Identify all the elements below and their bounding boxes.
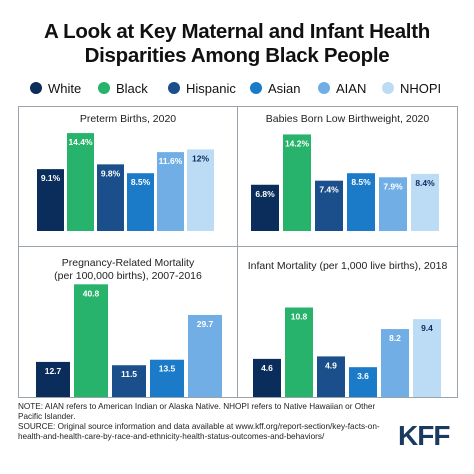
legend-label-asian: Asian (268, 80, 301, 96)
chart-preterm-births: 9.1% 14.4% 9.8% 8.5% 11.6% 12% (37, 133, 214, 231)
panel-infant-mortality: Infant Mortality (per 1,000 live births)… (238, 247, 457, 397)
chart-title: A Look at Key Maternal and Infant Health… (0, 20, 474, 68)
data-label-infant-mortality-asian: 3.6 (357, 371, 369, 381)
bar-preterm-births-nhopi (187, 149, 214, 231)
bar-infant-mortality-asian (349, 367, 377, 397)
bar-low-birthweight-hispanic (315, 180, 343, 231)
legend-label-black: Black (116, 80, 148, 96)
bar-pregnancy-mortality-hispanic (112, 365, 146, 397)
bar-low-birthweight-aian (379, 177, 407, 231)
legend-swatch-asian (250, 82, 262, 94)
data-label-pregnancy-mortality-black: 40.8 (83, 288, 100, 298)
bar-infant-mortality-aian (381, 329, 409, 397)
bar-infant-mortality-black (285, 307, 313, 397)
data-label-low-birthweight-hispanic: 7.4% (319, 185, 339, 195)
legend-item-white: White (30, 79, 81, 97)
bar-pregnancy-mortality-black (74, 284, 108, 397)
data-label-low-birthweight-black: 14.2% (285, 138, 310, 148)
data-label-infant-mortality-white: 4.6 (261, 363, 273, 373)
panel-title-pregnancy-mortality-line-1: Pregnancy-Related Mortality (61, 257, 195, 269)
panel-title-low-birthweight: Babies Born Low Birthweight, 2020 (265, 113, 430, 125)
legend-item-asian: Asian (250, 79, 301, 97)
data-label-infant-mortality-aian: 8.2 (389, 333, 401, 343)
panel-title-pregnancy-mortality: Pregnancy-Related Mortality (per 100,000… (19, 257, 237, 283)
data-label-preterm-births-black: 14.4% (68, 137, 93, 147)
panel-low-birthweight: Babies Born Low Birthweight, 2020 6.8% 14… (238, 107, 457, 246)
bar-low-birthweight-white (251, 184, 279, 231)
data-label-preterm-births-hispanic: 9.8% (101, 168, 121, 178)
chart-infant-mortality: 4.6 10.8 4.9 3.6 8.2 9.4 (253, 307, 441, 397)
legend-swatch-nhopi (382, 82, 394, 94)
bar-low-birthweight-black (283, 134, 311, 231)
bar-pregnancy-mortality-aian (188, 314, 222, 397)
bar-infant-mortality-hispanic (317, 356, 345, 397)
panel-preterm-births: Preterm Births, 2020 9.1% 14.4% 9.8% 8.5% 11… (19, 107, 237, 246)
bar-infant-mortality-white (253, 358, 281, 397)
legend-label-aian: AIAN (336, 80, 367, 96)
chart-title-line-2: Disparities Among Black People (84, 44, 390, 67)
data-label-preterm-births-white: 9.1% (41, 173, 61, 183)
legend-swatch-white (30, 82, 42, 94)
kff-logo: KFF (398, 420, 450, 451)
bar-low-birthweight-asian (347, 173, 375, 231)
chart-title-line-1: A Look at Key Maternal and Infant Health (44, 20, 430, 43)
data-label-preterm-births-asian: 8.5% (131, 177, 151, 187)
bar-preterm-births-black (67, 133, 94, 231)
data-label-pregnancy-mortality-white: 12.7 (45, 366, 62, 376)
data-label-pregnancy-mortality-hispanic: 11.5 (121, 369, 137, 379)
legend-item-nhopi: NHOPI (382, 79, 441, 97)
panel-divider-horizontal (18, 246, 458, 247)
bar-preterm-births-hispanic (97, 164, 124, 231)
data-label-low-birthweight-asian: 8.5% (351, 177, 371, 187)
footer-notes: NOTE: AIAN refers to American Indian or … (18, 402, 390, 442)
data-label-preterm-births-aian: 11.6% (159, 156, 183, 166)
panel-title-pregnancy-mortality-line-2: (per 100,000 births), 2007-2016 (54, 270, 202, 282)
bar-preterm-births-asian (127, 173, 154, 231)
bar-preterm-births-white (37, 169, 64, 231)
legend-item-black: Black (98, 79, 148, 97)
bar-pregnancy-mortality-asian (150, 359, 184, 397)
footer-note: NOTE: AIAN refers to American Indian or … (18, 402, 376, 421)
panel-divider-vertical (237, 106, 238, 398)
legend-swatch-hispanic (168, 82, 180, 94)
legend-label-nhopi: NHOPI (400, 80, 442, 96)
data-label-low-birthweight-white: 6.8% (255, 189, 275, 199)
legend: White Black Hispanic Asian AIAN NHOPI (0, 79, 474, 97)
data-label-infant-mortality-black: 10.8 (291, 312, 308, 322)
panel-pregnancy-mortality: Pregnancy-Related Mortality (per 100,000… (19, 247, 237, 397)
legend-label-white: White (48, 80, 82, 96)
panel-title-preterm-births: Preterm Births, 2020 (79, 113, 177, 125)
chart-pregnancy-mortality: 12.7 40.8 11.5 13.5 29.7 (36, 284, 222, 397)
charts-frame (18, 106, 458, 398)
panel-title-infant-mortality: Infant Mortality (per 1,000 live births)… (247, 260, 448, 272)
bar-low-birthweight-nhopi (411, 173, 439, 231)
bar-pregnancy-mortality-white (36, 361, 70, 397)
data-label-low-birthweight-aian: 7.9% (383, 181, 403, 191)
legend-item-hispanic: Hispanic (168, 79, 236, 97)
data-label-pregnancy-mortality-aian: 29.7 (197, 319, 214, 329)
data-label-preterm-births-nhopi: 12% (192, 153, 209, 163)
bar-preterm-births-aian (157, 152, 184, 231)
chart-low-birthweight: 6.8% 14.2% 7.4% 8.5% 7.9% 8.4% (251, 134, 439, 231)
data-label-infant-mortality-nhopi: 9.4 (421, 323, 433, 333)
bar-infant-mortality-nhopi (413, 319, 441, 397)
data-label-infant-mortality-hispanic: 4.9 (325, 360, 337, 370)
legend-swatch-aian (318, 82, 330, 94)
data-label-low-birthweight-nhopi: 8.4% (415, 178, 435, 188)
legend-swatch-black (98, 82, 110, 94)
legend-label-hispanic: Hispanic (186, 80, 236, 96)
footer-source: SOURCE: Original source information and … (18, 422, 380, 441)
legend-item-aian: AIAN (318, 79, 366, 97)
data-label-pregnancy-mortality-asian: 13.5 (159, 364, 176, 374)
